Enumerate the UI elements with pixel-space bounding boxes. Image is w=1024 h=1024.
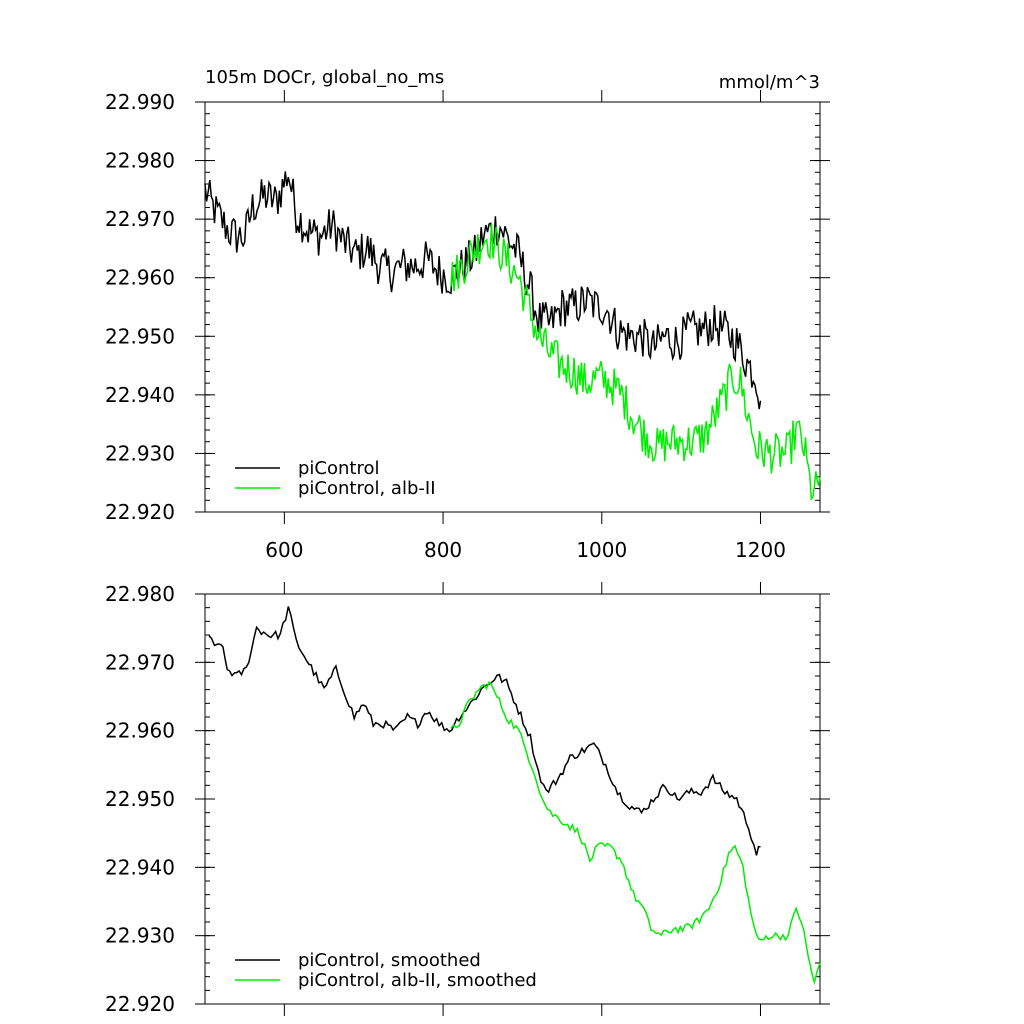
legend-label: piControl, smoothed [298, 950, 481, 971]
legend-label: piControl [298, 458, 380, 479]
y-tick-label: 22.940 [105, 383, 175, 407]
x-tick-label: 1200 [735, 538, 786, 562]
legend-label: piControl, alb-II [298, 478, 436, 499]
y-tick-label: 22.970 [105, 650, 175, 674]
top-panel: 105m DOCr, global_no_ms mmol/m^3 22.9202… [105, 67, 830, 562]
top-series-lines [204, 171, 821, 501]
y-tick-label: 22.950 [105, 324, 175, 348]
top-axis-ticks: 22.920 22.930 22.940 22.950 22.960 22.970 22.9… [105, 90, 830, 562]
x-tick-label: 600 [265, 538, 303, 562]
y-tick-label: 22.990 [105, 90, 175, 114]
chart-title: 105m DOCr, global_no_ms [205, 67, 444, 88]
y-tick-label: 22.960 [105, 719, 175, 743]
bottom-axis-ticks: 22.920 22.930 22.940 22.950 22.960 22.970 22.9… [105, 582, 830, 1016]
y-tick-label: 22.980 [105, 149, 175, 173]
y-tick-label: 22.920 [105, 500, 175, 524]
series-line-picontrol [208, 606, 761, 856]
series-line-alb-ii [450, 223, 821, 501]
bottom-plot-frame [204, 593, 821, 1005]
x-tick-label: 1000 [576, 538, 627, 562]
y-tick-label: 22.980 [105, 582, 175, 606]
y-tick-label: 22.930 [105, 441, 175, 465]
y-tick-label: 22.960 [105, 266, 175, 290]
x-tick-label: 800 [424, 538, 462, 562]
bottom-series-lines [208, 606, 821, 986]
y-tick-label: 22.930 [105, 924, 175, 948]
y-tick-label: 22.940 [105, 855, 175, 879]
y-tick-label: 22.970 [105, 207, 175, 231]
units-label: mmol/m^3 [719, 72, 820, 93]
series-line-picontrol [204, 171, 762, 410]
series-line-alb-ii [450, 680, 821, 986]
y-tick-label: 22.950 [105, 787, 175, 811]
legend-label: piControl, alb-II, smoothed [298, 970, 537, 991]
top-plot-frame [204, 101, 821, 513]
bottom-panel: 22.920 22.930 22.940 22.950 22.960 22.970 22.9… [105, 582, 830, 1016]
y-tick-label: 22.920 [105, 992, 175, 1016]
